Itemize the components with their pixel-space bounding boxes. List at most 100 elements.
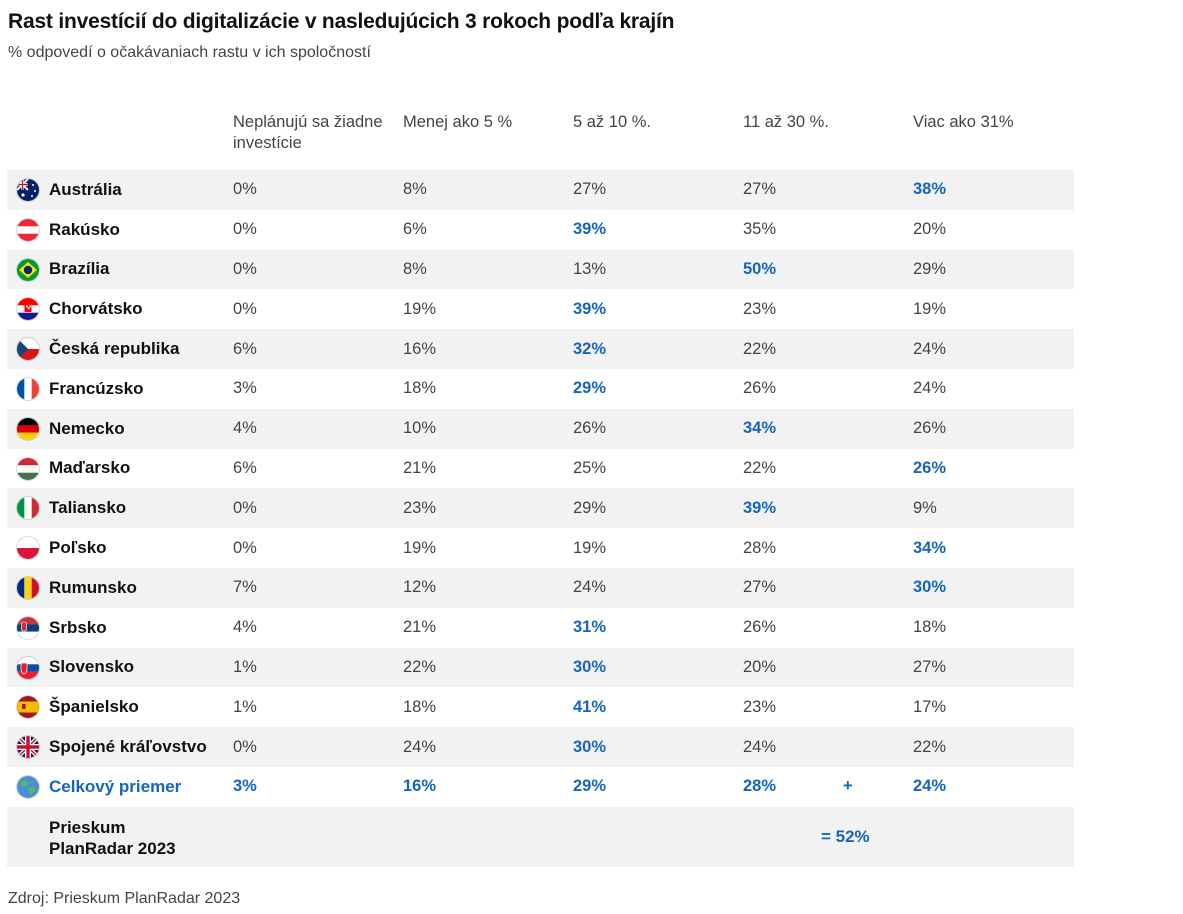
table-cell: 28% — [743, 538, 777, 557]
slovakia-flag-icon — [17, 656, 39, 679]
table-cell: 3% — [233, 379, 257, 398]
table-cell: 6% — [403, 220, 427, 239]
table-cell: 39% — [573, 220, 607, 239]
table-cell: 27% — [743, 180, 777, 199]
country-name: Rumunsko — [49, 577, 137, 597]
column-header-5-10: 5 až 10 %. — [573, 113, 651, 131]
table-cell: 24% — [573, 578, 607, 597]
column-header-lt5: Menej ako 5 % — [403, 113, 513, 131]
table-cell: 1% — [233, 657, 257, 676]
table-row: Francúzsko 3% 18% 29% 26% 24% — [7, 369, 1074, 409]
table-row: Slovensko 1% 22% 30% 20% 27% — [7, 647, 1074, 688]
table-cell: 26% — [573, 419, 607, 438]
australia-flag-icon — [17, 179, 39, 201]
italy-flag-icon — [17, 497, 39, 520]
summary-value: = 52% — [821, 826, 870, 846]
serbia-flag-icon — [17, 616, 39, 639]
country-name: Austrália — [49, 179, 122, 199]
table-cell: 17% — [913, 697, 947, 716]
country-name: Brazília — [49, 259, 110, 279]
average-value: 29% — [573, 777, 607, 796]
table-row: Taliansko 0% 23% 29% 39% 9% — [7, 488, 1074, 529]
plus-sign: + — [843, 777, 853, 796]
table-cell: 8% — [403, 259, 427, 278]
table-cell: 29% — [573, 379, 607, 398]
table-cell: 34% — [913, 538, 947, 557]
table-cell: 24% — [743, 737, 777, 756]
table-cell: 0% — [233, 180, 257, 199]
table-cell: 0% — [233, 259, 257, 278]
table-cell: 32% — [573, 339, 607, 358]
table-cell: 19% — [403, 299, 437, 318]
table-cell: 24% — [913, 379, 947, 398]
table-cell: 4% — [233, 419, 257, 438]
table-cell: 31% — [573, 618, 607, 637]
country-name: Francúzsko — [49, 378, 144, 398]
table-cell: 50% — [743, 259, 777, 278]
average-label: Celkový priemer — [49, 776, 182, 796]
globe-icon — [17, 775, 39, 798]
table-row: Španielsko 1% 18% 41% 23% 17% — [7, 687, 1074, 727]
table-cell: 23% — [743, 299, 777, 318]
table-cell: 7% — [233, 578, 257, 597]
table-cell: 30% — [573, 737, 607, 756]
hungary-flag-icon — [17, 457, 39, 480]
table-cell: 12% — [403, 578, 437, 597]
table-cell: 18% — [913, 618, 947, 637]
uk-flag-icon — [17, 736, 39, 759]
source-note: Zdroj: Prieskum PlanRadar 2023 — [8, 890, 241, 907]
table-cell: 19% — [573, 538, 607, 557]
table-cell: 27% — [913, 657, 947, 676]
country-name: Španielsko — [49, 697, 139, 717]
table-cell: 19% — [913, 299, 947, 318]
table-row: Rakúsko 0% 6% 39% 35% 20% — [7, 210, 1074, 250]
table-cell: 6% — [233, 339, 257, 358]
table-cell: 27% — [743, 578, 777, 597]
table-row: Chorvátsko 0% 19% 39% 23% 19% — [7, 289, 1074, 329]
germany-flag-icon — [17, 417, 39, 440]
table-cell: 18% — [403, 697, 437, 716]
table-cell: 30% — [573, 657, 607, 676]
country-name: Maďarsko — [49, 458, 131, 478]
table-cell: 9% — [913, 498, 937, 517]
table-cell: 0% — [233, 220, 257, 239]
table-row: Poľsko 0% 19% 19% 28% 34% — [7, 528, 1074, 568]
table-cell: 8% — [403, 180, 427, 199]
table-cell: 41% — [573, 697, 607, 716]
table-cell: 23% — [403, 498, 437, 517]
summary-row: Prieskum PlanRadar 2023 = 52% — [7, 806, 1074, 867]
table-cell: 16% — [403, 339, 437, 358]
table-cell: 18% — [403, 379, 437, 398]
table-cell: 20% — [913, 220, 947, 239]
average-value: 24% — [913, 777, 947, 796]
romania-flag-icon — [17, 576, 39, 599]
table-body: Austrália 0% 8% 27% 27% 38% Rakúsko 0% 6% 39% 35% 2… — [7, 170, 1074, 767]
summary-label: Prieskum PlanRadar 2023 — [49, 817, 176, 858]
table-row: Spojené kráľovstvo 0% 24% 30% 24% 22% — [7, 727, 1074, 767]
column-header-gt31: Viac ako 31% — [913, 113, 1014, 131]
croatia-flag-icon — [17, 298, 39, 321]
table-cell: 21% — [403, 458, 437, 477]
country-name: Taliansko — [49, 498, 127, 518]
average-value: 28% — [743, 777, 777, 796]
country-name: Poľsko — [49, 538, 107, 558]
table-row: Maďarsko 6% 21% 25% 22% 26% — [7, 449, 1074, 489]
table-cell: 0% — [233, 498, 257, 517]
average-value: 16% — [403, 777, 437, 796]
table-cell: 22% — [743, 339, 777, 358]
table-cell: 26% — [913, 419, 947, 438]
brazil-flag-icon — [17, 258, 39, 281]
chart-subtitle: % odpovedí o očakávaniach rastu v ich sp… — [8, 44, 371, 61]
table-cell: 25% — [573, 458, 607, 477]
table-row: Česká republika 6% 16% 32% 22% 24% — [7, 329, 1074, 369]
table-cell: 0% — [233, 299, 257, 318]
table-cell: 23% — [743, 697, 777, 716]
table-cell: 26% — [913, 458, 947, 477]
table-cell: 20% — [743, 657, 777, 676]
table-row: Brazília 0% 8% 13% 50% 29% — [7, 249, 1074, 290]
table-cell: 34% — [743, 419, 777, 438]
table-cell: 19% — [403, 538, 437, 557]
table-cell: 22% — [403, 657, 437, 676]
table-cell: 10% — [403, 419, 437, 438]
table-cell: 21% — [403, 618, 437, 637]
